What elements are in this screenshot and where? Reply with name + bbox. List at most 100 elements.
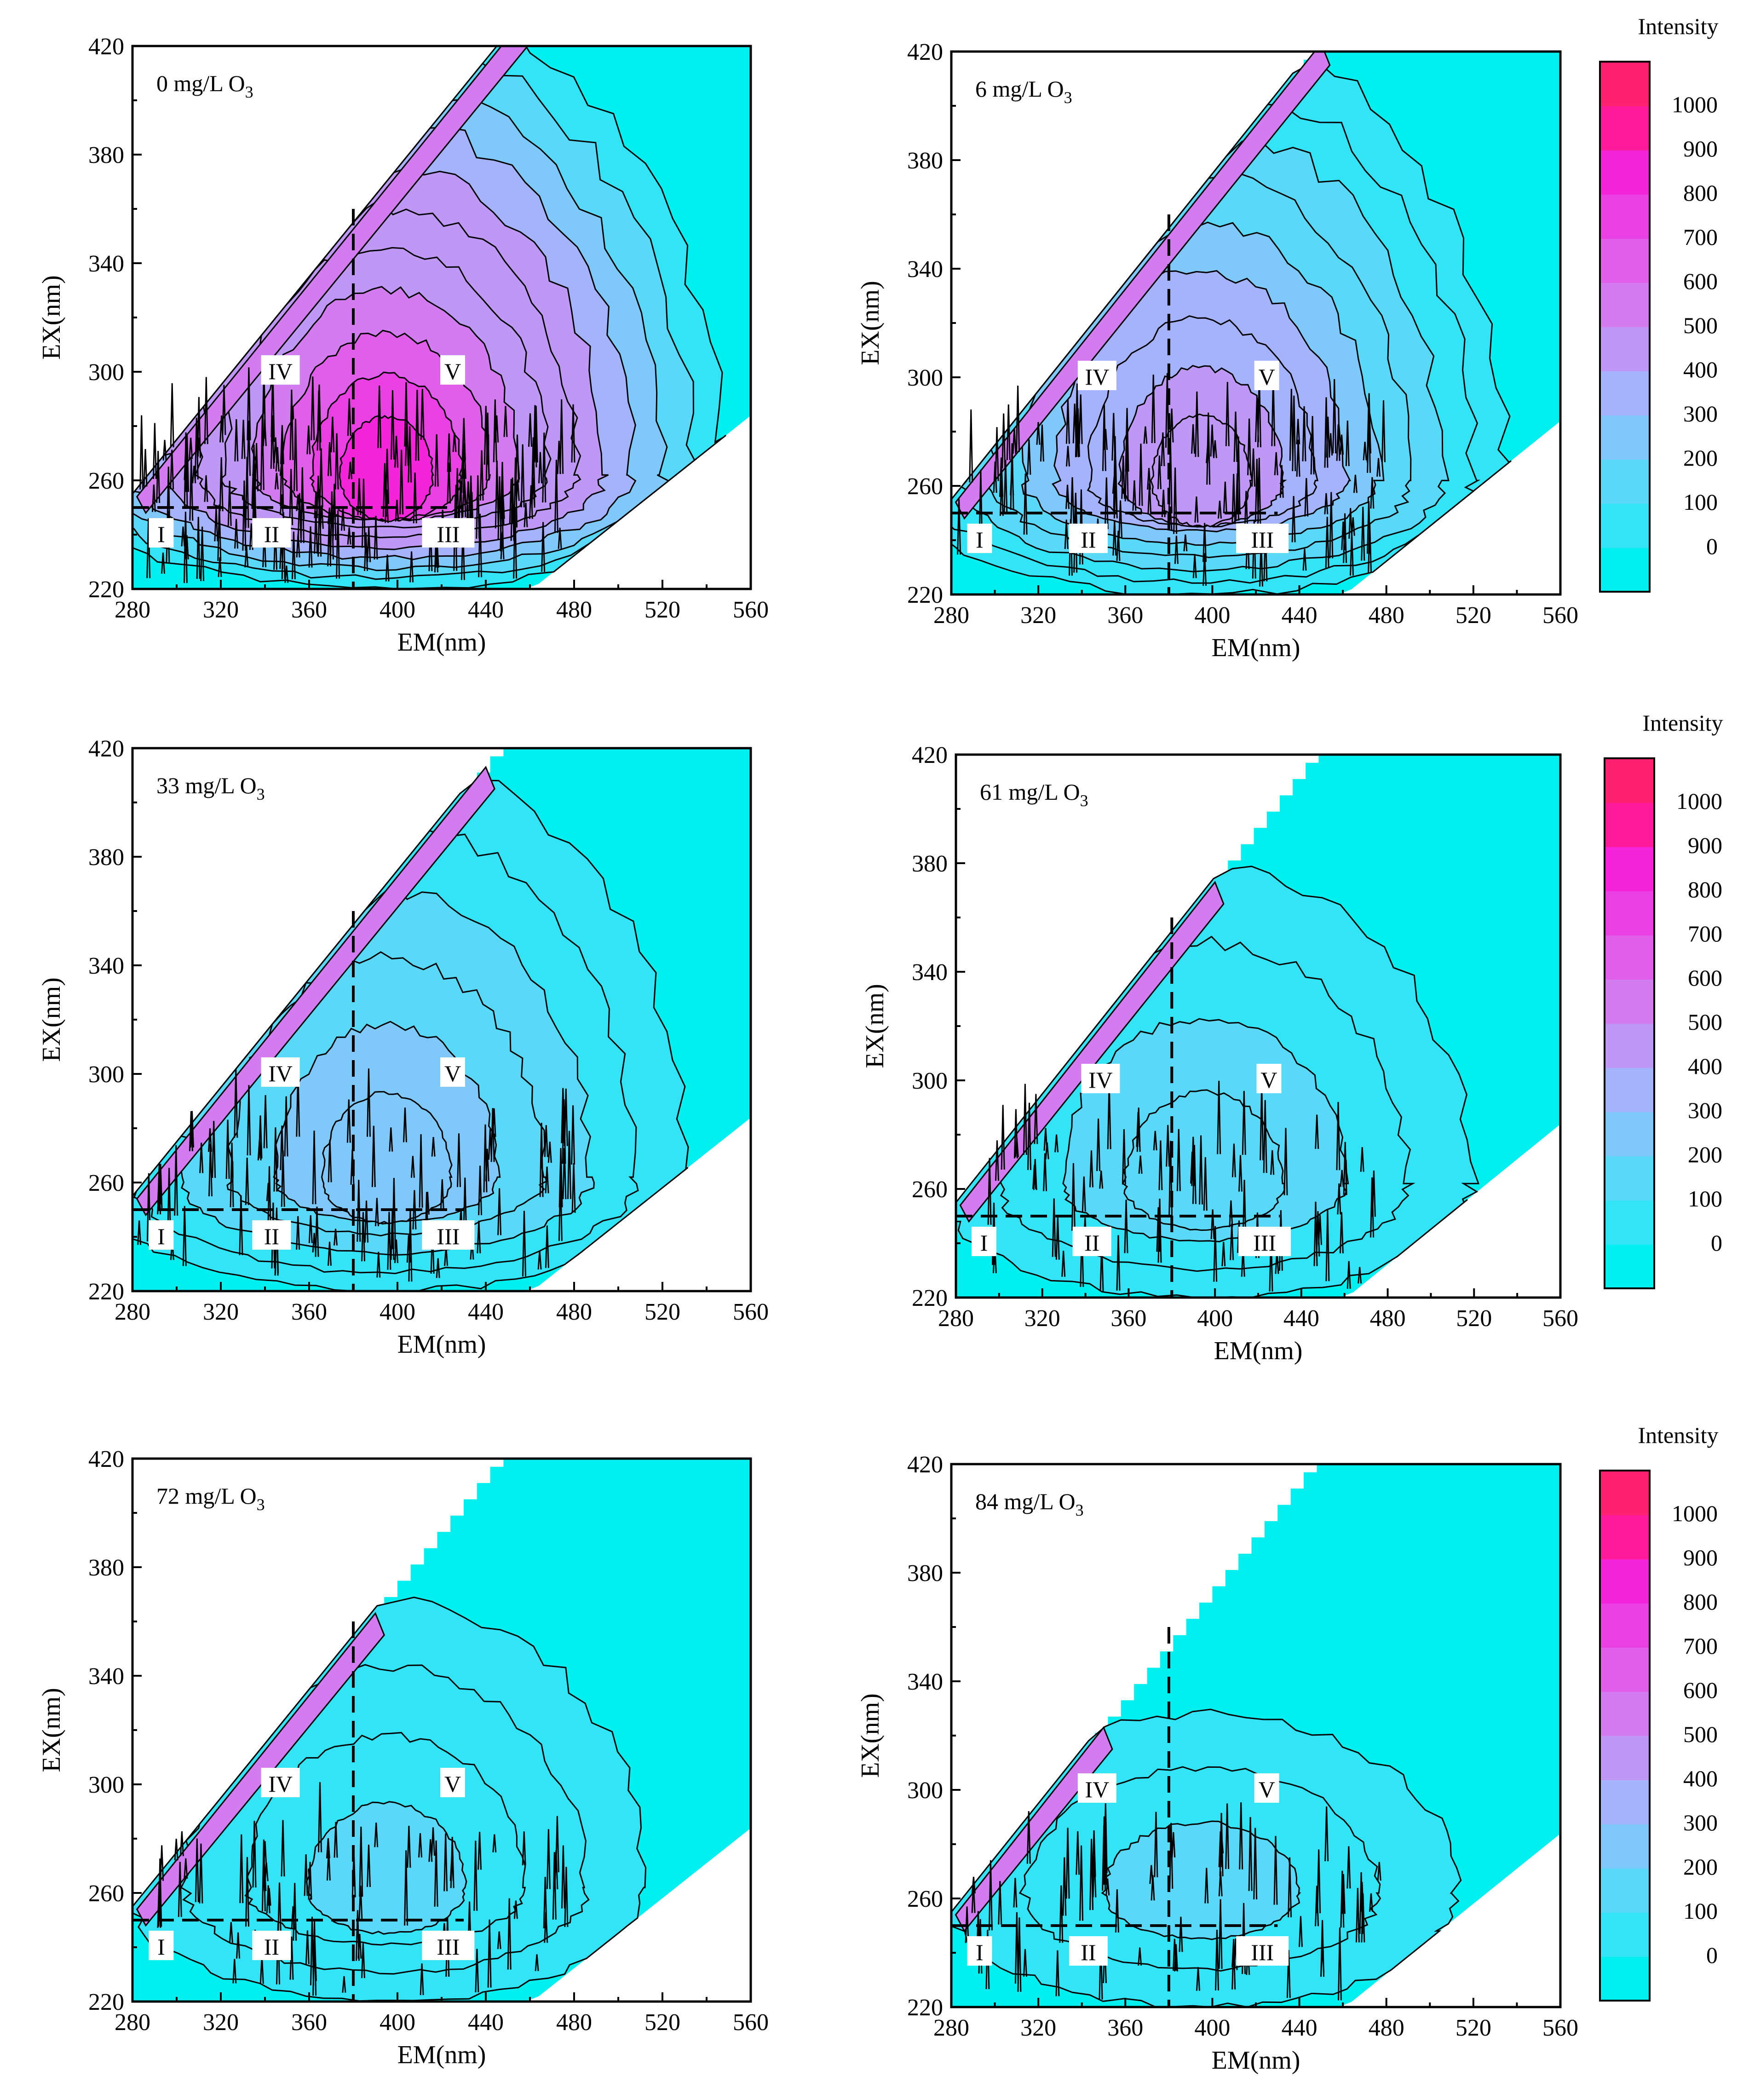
x-tick-label: 560 (1542, 602, 1578, 629)
region-label-III: III (1251, 527, 1274, 553)
colorbar-swatch (1600, 106, 1650, 150)
region-label-bg (1077, 1773, 1116, 1803)
y-tick-label: 380 (88, 142, 124, 168)
panel-title: 6 mg/L O3 (975, 76, 1072, 107)
y-tick-label: 380 (88, 1555, 124, 1581)
region-label-bg (972, 1227, 997, 1256)
y-axis-label: EX(nm) (37, 1688, 66, 1772)
region-label-II: II (1084, 1230, 1099, 1256)
x-axis-label: EM(nm) (397, 2041, 486, 2069)
colorbar-tick-label: 800 (1683, 180, 1718, 206)
region-label-I: I (157, 521, 165, 547)
x-tick-label: 320 (203, 2009, 239, 2036)
plot-area (132, 1459, 751, 2002)
region-label-bg (252, 1931, 291, 1960)
colorbar-swatch (1600, 1912, 1650, 1957)
colorbar-tick-label: 500 (1683, 312, 1718, 338)
region-label-bg (261, 1768, 300, 1797)
plot-area (951, 52, 1560, 594)
colorbar-tick-label: 200 (1683, 445, 1718, 471)
colorbar-tick-label: 100 (1688, 1186, 1722, 1212)
x-axis-label: EM(nm) (397, 628, 486, 657)
y-tick-label: 300 (88, 1062, 124, 1088)
x-tick-label: 400 (1194, 2015, 1230, 2041)
x-tick-label: 320 (1024, 1305, 1060, 1332)
colorbar-swatch (1600, 503, 1650, 548)
colorbar-swatch (1600, 1824, 1650, 1869)
colorbar-swatch (1600, 1471, 1650, 1515)
y-tick-label: 420 (88, 1446, 124, 1472)
colorbar-tick-label: 0 (1706, 533, 1718, 559)
region-label-bg (1069, 1936, 1108, 1966)
y-tick-label: 340 (88, 251, 124, 277)
region-label-II: II (264, 1934, 279, 1960)
x-tick-label: 560 (1542, 1305, 1578, 1332)
colorbar-swatch (1605, 1244, 1654, 1289)
colorbar-swatch (1600, 1647, 1650, 1692)
colorbar-tick-label: 700 (1683, 224, 1718, 250)
region-label-bg (149, 1220, 174, 1250)
y-tick-label: 420 (912, 742, 948, 768)
x-tick-label: 360 (1107, 2015, 1143, 2041)
region-label-II: II (264, 521, 279, 547)
colorbar-swatch (1605, 802, 1654, 847)
region-label-III: III (1251, 1939, 1274, 1965)
y-axis-label: EX(nm) (861, 984, 889, 1068)
y-tick-label: 260 (88, 1170, 124, 1196)
region-label-bg (1069, 524, 1108, 553)
region-label-bg (252, 1220, 291, 1250)
region-label-I: I (157, 1223, 165, 1249)
region-label-bg (1254, 361, 1279, 390)
colorbar-swatch (1600, 1559, 1650, 1604)
y-tick-label: 220 (88, 1989, 124, 2015)
colorbar-tick-label: 400 (1683, 357, 1718, 382)
colorbar-swatch (1605, 1112, 1654, 1156)
x-tick-label: 520 (644, 1299, 680, 1325)
y-tick-label: 300 (88, 359, 124, 386)
plot-area (951, 1464, 1560, 2007)
x-tick-label: 280 (933, 2015, 969, 2041)
x-axis-label: EM(nm) (1214, 1337, 1303, 1365)
x-axis-label: EM(nm) (1212, 634, 1300, 662)
y-tick-label: 420 (88, 736, 124, 762)
colorbar-frame (1604, 757, 1655, 1289)
region-label-I: I (976, 527, 984, 553)
x-tick-label: 440 (468, 597, 504, 623)
colorbar-title: Intensity (1638, 13, 1719, 39)
region-label-I: I (157, 1934, 165, 1960)
region-label-III: III (437, 1934, 460, 1960)
x-tick-label: 400 (380, 597, 415, 623)
colorbar-swatch (1600, 1736, 1650, 1780)
y-axis-label: EX(nm) (37, 275, 66, 360)
colorbar: 0 100 200 300 400 500 600 700 800 900 1000 Intensit… (1599, 1422, 1718, 2002)
x-tick-label: 360 (291, 597, 327, 623)
x-tick-label: 440 (1283, 1305, 1319, 1332)
y-axis-label: EX(nm) (856, 281, 885, 365)
x-axis-label: EM(nm) (397, 1330, 486, 1359)
x-tick-label: 400 (380, 1299, 415, 1325)
colorbar-tick-label: 100 (1683, 1898, 1718, 1924)
colorbar-swatch (1605, 758, 1654, 803)
region-label-IV: IV (268, 1061, 293, 1086)
x-tick-label: 560 (733, 597, 769, 623)
colorbar-tick-label: 600 (1688, 965, 1722, 991)
x-tick-label: 560 (733, 1299, 769, 1325)
x-tick-label: 280 (933, 602, 969, 629)
x-tick-label: 480 (556, 1299, 592, 1325)
region-label-bg (967, 524, 992, 553)
colorbar-swatch (1600, 327, 1650, 371)
x-tick-label: 280 (115, 597, 150, 623)
y-tick-label: 300 (88, 1772, 124, 1798)
region-label-II: II (1081, 1939, 1096, 1965)
y-tick-label: 300 (907, 365, 943, 391)
x-tick-label: 360 (291, 2009, 327, 2036)
region-label-bg (422, 1220, 475, 1250)
panel-title: 72 mg/L O3 (156, 1483, 265, 1514)
x-tick-label: 280 (115, 1299, 150, 1325)
colorbar-swatch (1605, 935, 1654, 980)
colorbar-tick-label: 600 (1683, 268, 1718, 294)
x-tick-label: 520 (1456, 1305, 1492, 1332)
region-label-V: V (1259, 364, 1275, 390)
